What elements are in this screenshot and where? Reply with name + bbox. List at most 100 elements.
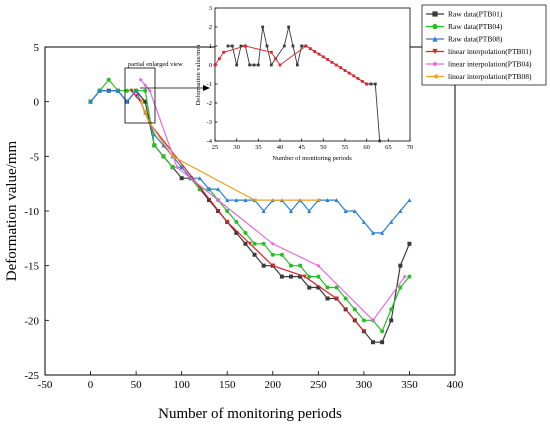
x-tick-label: 0: [88, 379, 94, 391]
data-point-1: [304, 44, 308, 48]
inset-y-axis-title: Deformation value/mm: [195, 45, 202, 106]
data-point-0: [279, 274, 284, 279]
data-point-4: [216, 198, 221, 203]
data-point-2: [197, 176, 202, 181]
data-point-1: [398, 285, 403, 290]
data-point-5: [316, 198, 321, 203]
data-point-2: [115, 88, 120, 93]
data-point-0: [226, 44, 230, 48]
data-point-3: [334, 296, 339, 301]
data-point-2: [234, 198, 239, 203]
x-axis-title: Number of monitoring periods: [158, 406, 342, 422]
data-point-1: [389, 307, 394, 312]
data-point-2: [371, 230, 375, 235]
data-point-0: [243, 241, 248, 246]
data-point-2: [407, 198, 412, 203]
y-tick-label: -10: [24, 206, 39, 218]
data-point-1: [343, 296, 348, 301]
y-tick-label: -20: [24, 315, 39, 327]
data-point-5: [138, 99, 143, 104]
data-point-1: [261, 241, 266, 246]
data-point-2: [307, 209, 312, 213]
x-tick-label: 350: [401, 379, 418, 391]
data-point-0: [298, 274, 303, 279]
data-point-0: [369, 82, 373, 86]
data-point-2: [88, 99, 93, 104]
data-point-5: [170, 154, 175, 159]
data-point-0: [289, 274, 293, 279]
zoom-box: [124, 67, 156, 124]
data-point-1: [316, 274, 321, 279]
data-point-1: [278, 63, 282, 67]
y-tick-label: -15: [24, 261, 39, 273]
y-tick-label: -25: [24, 370, 39, 382]
legend-label-2: Raw data(PTB08): [448, 35, 503, 44]
data-point-1: [334, 63, 338, 67]
x-tick-label: 200: [265, 379, 282, 391]
data-point-1: [352, 74, 356, 78]
legend-marker-4: [432, 61, 438, 67]
data-point-4: [270, 241, 275, 246]
data-point-2: [380, 230, 385, 235]
data-point-1: [347, 71, 351, 75]
data-point-3: [134, 94, 139, 99]
data-point-1: [106, 77, 111, 82]
y-tick-label: 0: [209, 62, 212, 69]
x-tick-label: 400: [447, 379, 464, 391]
data-point-0: [261, 25, 265, 29]
data-point-4: [316, 263, 321, 268]
data-point-1: [321, 55, 325, 59]
data-point-2: [243, 198, 248, 203]
data-point-0: [380, 340, 385, 345]
x-tick-label: 55: [342, 144, 349, 151]
data-point-1: [222, 50, 226, 54]
data-point-0: [256, 63, 260, 67]
data-point-2: [289, 209, 293, 213]
data-point-0: [295, 63, 299, 67]
y-tick-label: -1: [207, 81, 212, 88]
data-point-1: [234, 219, 239, 224]
data-point-2: [216, 187, 221, 192]
y-tick-label: -5: [30, 151, 40, 163]
data-point-5: [252, 198, 257, 203]
data-point-1: [213, 63, 217, 67]
data-point-4: [143, 83, 148, 88]
x-tick-label: 50: [131, 379, 143, 391]
data-point-2: [179, 165, 184, 170]
data-point-3: [270, 263, 275, 268]
y-tick-label: -2: [207, 100, 212, 107]
data-point-2: [225, 198, 230, 203]
data-point-0: [282, 44, 286, 48]
data-point-2: [361, 219, 366, 224]
data-point-0: [378, 139, 382, 143]
inset-series-group: [213, 25, 382, 143]
data-point-0: [179, 176, 184, 181]
data-point-3: [302, 274, 307, 279]
data-point-0: [291, 44, 295, 48]
x-tick-label: 100: [173, 379, 190, 391]
data-point-1: [225, 209, 230, 213]
data-point-1: [217, 57, 221, 61]
data-point-1: [152, 143, 157, 148]
y-tick-label: 5: [34, 42, 40, 54]
legend-marker-5: [432, 73, 438, 80]
data-point-1: [356, 77, 360, 80]
legend-label-5: linear interpolation(PTB08): [448, 72, 532, 81]
x-tick-label: 45: [298, 144, 305, 151]
data-point-1: [274, 57, 278, 61]
legend-label-0: Raw data(PTB01): [448, 10, 503, 19]
legend-label-1: Raw data(PTB04): [448, 22, 503, 31]
data-point-0: [235, 63, 239, 67]
data-point-1: [343, 69, 347, 72]
data-point-1: [243, 44, 247, 48]
data-point-2: [352, 209, 357, 213]
data-point-0: [234, 230, 239, 235]
data-point-0: [230, 44, 234, 48]
data-point-1: [365, 82, 369, 86]
data-point-1: [325, 285, 330, 290]
x-tick-label: 40: [277, 144, 284, 151]
data-point-1: [289, 263, 293, 268]
data-point-2: [106, 88, 111, 93]
data-point-1: [308, 47, 312, 51]
y-tick-label: 0: [34, 97, 40, 109]
